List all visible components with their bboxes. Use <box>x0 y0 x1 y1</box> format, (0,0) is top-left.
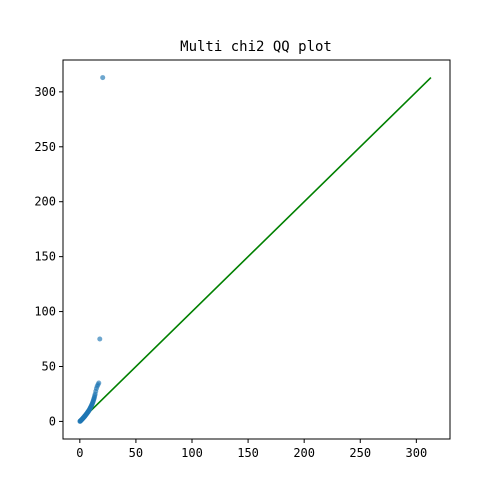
x-tick-label: 0 <box>76 446 83 460</box>
scatter-point <box>96 380 101 385</box>
y-tick-label: 100 <box>34 305 56 319</box>
y-tick-label: 150 <box>34 250 56 264</box>
x-axis: 0 50 100 150 200 250 300 <box>76 439 427 460</box>
x-tick-label: 150 <box>237 446 259 460</box>
y-tick-label: 200 <box>34 195 56 209</box>
y-axis: 0 50 100 150 200 250 300 <box>34 85 63 429</box>
scatter-point <box>100 75 105 80</box>
y-tick-label: 50 <box>42 359 56 373</box>
x-tick-label: 300 <box>406 446 428 460</box>
chart-title: Multi chi2 QQ plot <box>180 39 332 55</box>
x-tick-label: 200 <box>293 446 315 460</box>
y-tick-label: 300 <box>34 85 56 99</box>
x-tick-label: 50 <box>129 446 143 460</box>
x-tick-label: 100 <box>181 446 203 460</box>
x-tick-label: 250 <box>349 446 371 460</box>
y-tick-label: 0 <box>49 414 56 428</box>
scatter-point <box>97 337 102 342</box>
y-tick-label: 250 <box>34 140 56 154</box>
